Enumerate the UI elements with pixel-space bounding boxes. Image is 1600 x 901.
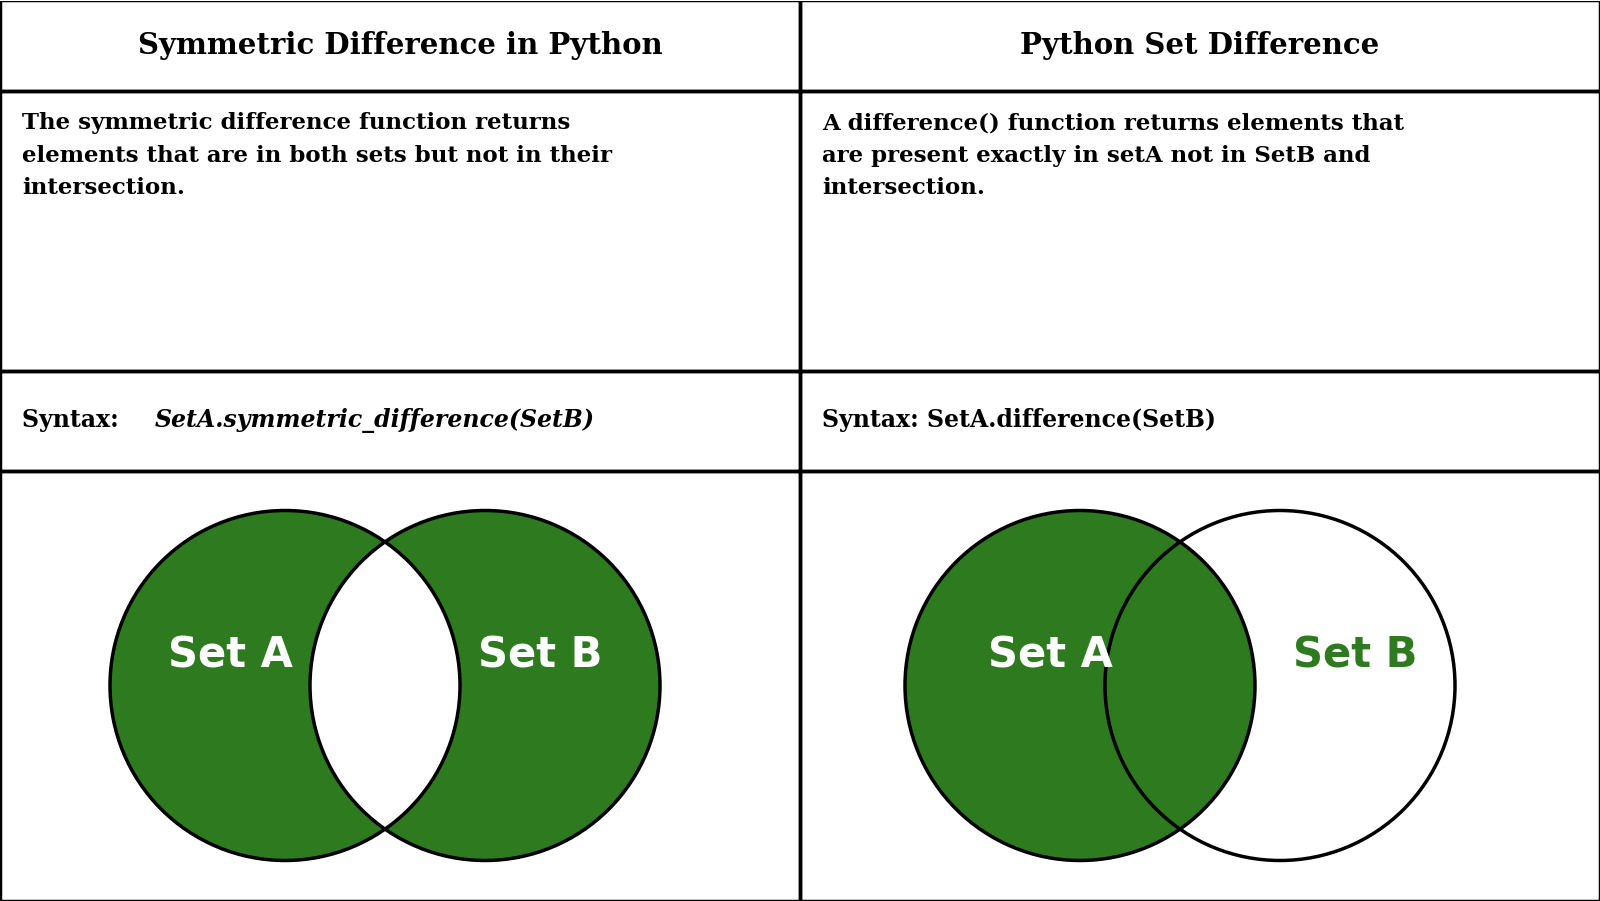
Circle shape xyxy=(1106,511,1454,860)
Text: A difference() function returns elements that
are present exactly in setA not in: A difference() function returns elements… xyxy=(822,113,1405,199)
Circle shape xyxy=(906,511,1254,860)
Bar xyxy=(0,90,800,370)
Text: Set A: Set A xyxy=(168,634,293,677)
Bar xyxy=(800,470,1600,900)
Bar xyxy=(800,370,1600,470)
Text: Syntax: SetA.difference(SetB): Syntax: SetA.difference(SetB) xyxy=(822,408,1216,432)
Text: Set B: Set B xyxy=(478,634,602,677)
Bar xyxy=(800,90,1600,370)
Circle shape xyxy=(110,511,461,860)
Circle shape xyxy=(310,511,661,860)
Text: Set B: Set B xyxy=(1293,634,1418,677)
Text: Python Set Difference: Python Set Difference xyxy=(1021,31,1379,60)
Bar xyxy=(0,1,800,90)
Bar xyxy=(0,470,800,900)
Bar xyxy=(0,370,800,470)
Circle shape xyxy=(110,511,461,860)
Text: Syntax:: Syntax: xyxy=(22,408,126,432)
Text: Symmetric Difference in Python: Symmetric Difference in Python xyxy=(138,31,662,60)
Text: SetA.symmetric_difference(SetB): SetA.symmetric_difference(SetB) xyxy=(155,408,595,433)
Bar xyxy=(800,1,1600,90)
Text: Set A: Set A xyxy=(987,634,1112,677)
Text: The symmetric difference function returns
elements that are in both sets but not: The symmetric difference function return… xyxy=(22,113,611,199)
